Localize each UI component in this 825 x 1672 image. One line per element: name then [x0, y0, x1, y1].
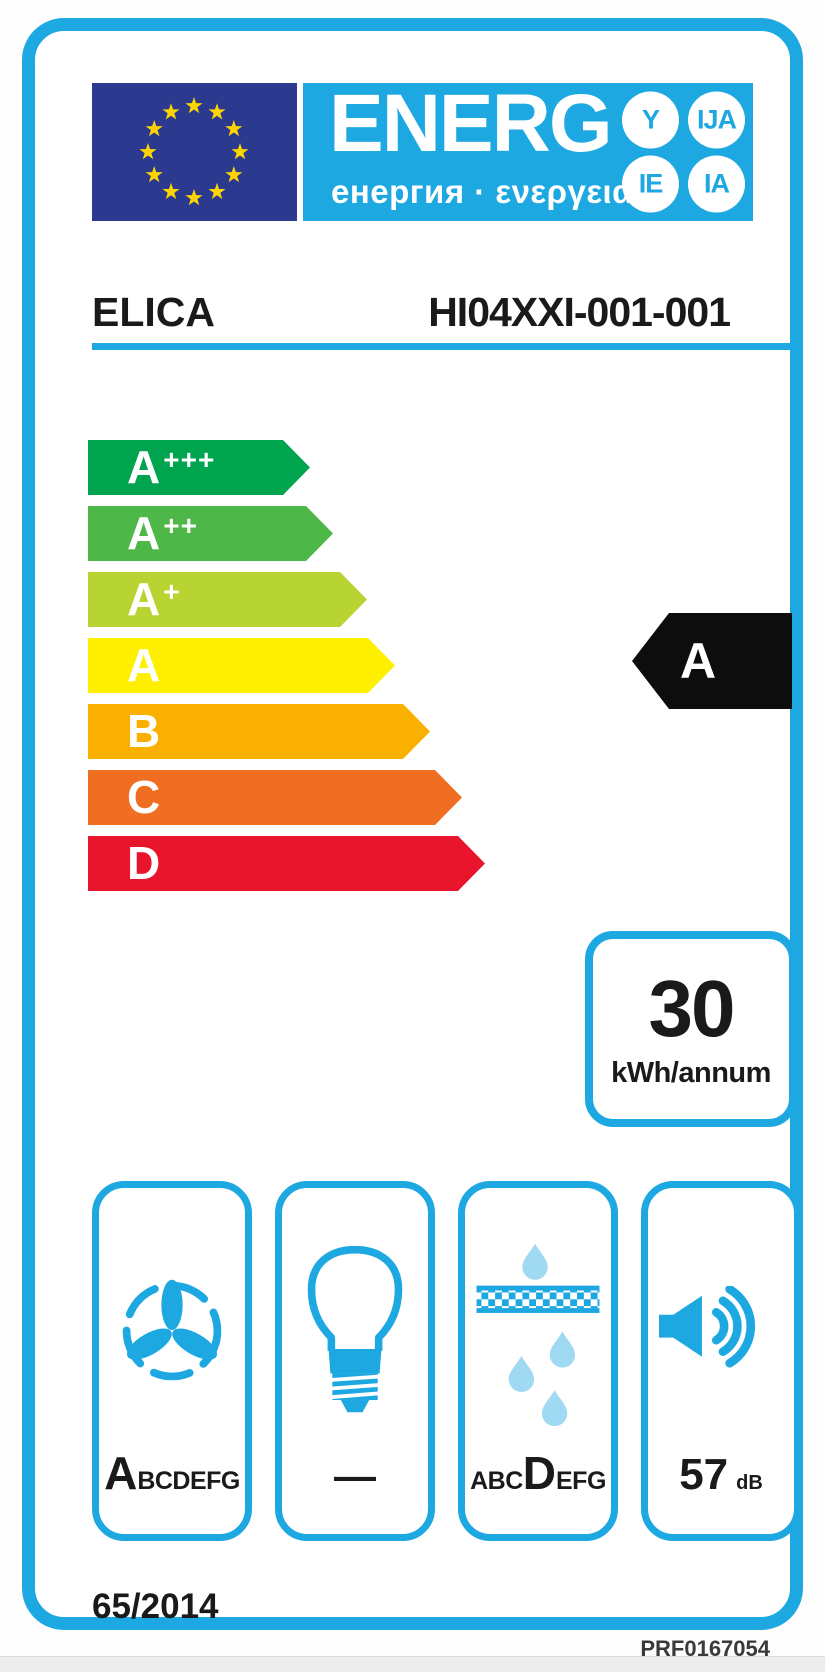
- lighting-class-label: —: [334, 1452, 376, 1499]
- energ-wordmark: ENERG: [329, 78, 613, 169]
- energ-suffix-circles: Y IJA IE IA: [622, 91, 745, 213]
- class-arrow-A++: A ++: [88, 506, 333, 561]
- eu-flag: [92, 83, 297, 221]
- class-letter: B: [127, 705, 161, 757]
- light-bulb-icon: [307, 1245, 403, 1412]
- model-identifier: HI04XXI-001-001: [428, 289, 731, 335]
- regulation-number: 65/2014: [92, 1587, 219, 1626]
- noise-unit: dB: [736, 1472, 763, 1494]
- fan-class-label: ABCDEFG: [99, 1446, 245, 1500]
- grease-class-big: D: [522, 1447, 556, 1499]
- class-arrow-A+++: A +++: [88, 440, 310, 495]
- class-letter: D: [127, 837, 161, 889]
- energ-languages: енергия · ενεργεια: [331, 173, 633, 210]
- class-plus: +++: [163, 443, 216, 475]
- consumption-unit: kWh/annum: [611, 1056, 771, 1089]
- class-letter: A: [127, 573, 161, 625]
- noise-value: 57: [679, 1450, 729, 1499]
- rated-class-letter: A: [679, 633, 717, 689]
- panel-lighting-efficiency: —: [275, 1181, 435, 1541]
- panel-fan-efficiency: ABCDEFG: [92, 1181, 252, 1541]
- fan-class-big: A: [104, 1447, 138, 1499]
- class-arrow-D: D: [88, 836, 485, 891]
- noise-label: 57 dB: [648, 1450, 794, 1500]
- suffix-circle-ia: IA: [688, 155, 745, 213]
- consumption-value: 30: [648, 963, 736, 1053]
- class-arrow-A+: A +: [88, 572, 367, 627]
- fan-class-small: BCDEFG: [137, 1467, 240, 1495]
- efficiency-scale: A +++ A ++ A + A B C D: [88, 440, 485, 902]
- class-plus: ++: [163, 509, 198, 541]
- rated-class-arrow: A: [632, 613, 792, 709]
- panel-noise: 57 dB: [641, 1181, 801, 1541]
- grease-class-prefix: ABC: [470, 1467, 523, 1495]
- eu-stars-icon: [139, 97, 249, 206]
- header-divider: [92, 343, 800, 350]
- grease-filter-icon: [476, 1243, 600, 1426]
- annual-consumption-box: 30 kWh/annum: [585, 931, 797, 1127]
- class-letter: C: [127, 771, 161, 823]
- class-arrow-B: B: [88, 704, 430, 759]
- suffix-circle-ie: IE: [622, 155, 679, 213]
- suffix-circle-y: Y: [622, 91, 679, 149]
- class-plus: +: [163, 575, 181, 607]
- grease-class-suffix: EFG: [556, 1467, 606, 1495]
- supplier-brand: ELICA: [92, 289, 215, 335]
- energy-label-frame: ENERG енергия · ενεργεια Y IJA IE IA ELI…: [22, 18, 803, 1630]
- class-letter: A: [127, 441, 161, 493]
- class-arrow-A: A: [88, 638, 395, 693]
- speaker-icon: [659, 1285, 755, 1368]
- grease-class-label: ABCDEFG: [465, 1446, 611, 1500]
- fan-icon: [122, 1279, 222, 1380]
- class-letter: A: [127, 507, 161, 559]
- class-arrow-C: C: [88, 770, 462, 825]
- page-edge-strip: [0, 1656, 825, 1672]
- class-letter: A: [127, 639, 161, 691]
- panel-grease-filtering: ABCDEFG: [458, 1181, 618, 1541]
- energ-logo: ENERG енергия · ενεργεια Y IJA IE IA: [303, 78, 753, 221]
- suffix-circle-ija: IJA: [688, 91, 745, 149]
